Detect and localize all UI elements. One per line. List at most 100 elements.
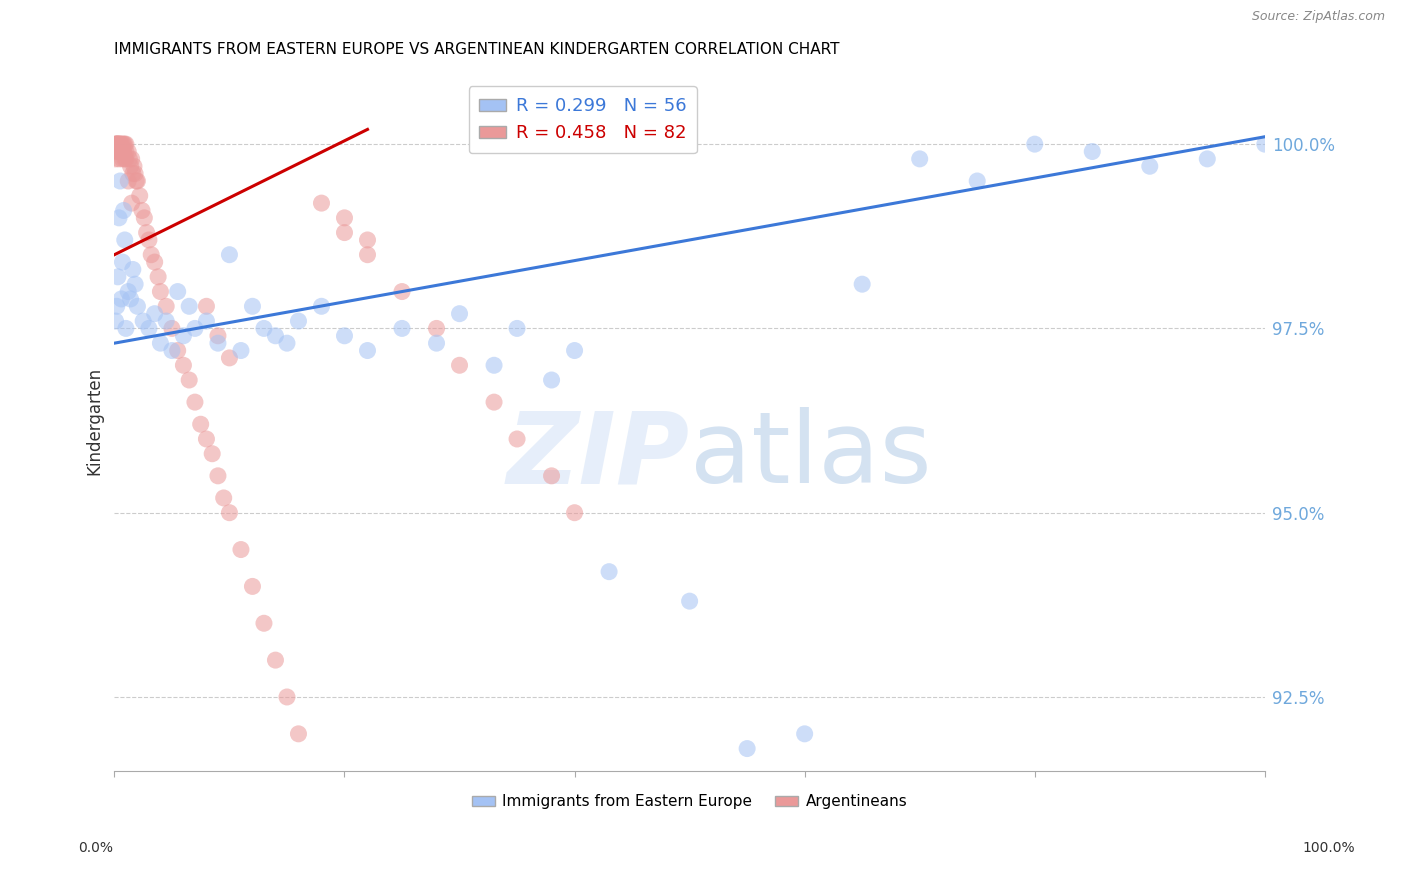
Point xyxy=(166,343,188,358)
Point xyxy=(107,269,129,284)
Y-axis label: Kindergarten: Kindergarten xyxy=(86,367,103,475)
Point xyxy=(115,145,138,159)
Point xyxy=(482,358,505,372)
Point xyxy=(564,343,586,358)
Point xyxy=(276,690,298,704)
Text: Source: ZipAtlas.com: Source: ZipAtlas.com xyxy=(1251,10,1385,22)
Point xyxy=(172,328,194,343)
Point xyxy=(253,616,276,631)
Text: atlas: atlas xyxy=(689,407,931,504)
Text: IMMIGRANTS FROM EASTERN EUROPE VS ARGENTINEAN KINDERGARTEN CORRELATION CHART: IMMIGRANTS FROM EASTERN EUROPE VS ARGENT… xyxy=(114,42,839,57)
Point xyxy=(108,152,131,166)
Point xyxy=(104,137,127,152)
Point xyxy=(121,262,143,277)
Point xyxy=(166,285,188,299)
Text: 100.0%: 100.0% xyxy=(1302,841,1355,855)
Text: ZIP: ZIP xyxy=(506,407,689,504)
Point xyxy=(966,174,988,188)
Point xyxy=(111,152,134,166)
Point xyxy=(128,188,150,202)
Point xyxy=(104,137,127,152)
Point xyxy=(135,226,157,240)
Point xyxy=(735,741,758,756)
Point xyxy=(311,196,333,211)
Point xyxy=(242,579,264,593)
Point xyxy=(333,226,356,240)
Point xyxy=(120,159,142,173)
Point xyxy=(184,395,207,409)
Point xyxy=(108,145,131,159)
Point xyxy=(391,321,413,335)
Point xyxy=(218,248,240,262)
Point xyxy=(190,417,212,432)
Point xyxy=(111,255,134,269)
Point xyxy=(131,203,153,218)
Point xyxy=(112,203,135,218)
Point xyxy=(212,491,235,505)
Point xyxy=(172,358,194,372)
Point xyxy=(132,314,155,328)
Point xyxy=(391,285,413,299)
Point xyxy=(155,299,177,313)
Point xyxy=(218,506,240,520)
Point xyxy=(114,233,136,247)
Point xyxy=(105,137,128,152)
Point xyxy=(121,152,143,166)
Point xyxy=(195,314,218,328)
Point xyxy=(506,432,529,446)
Point xyxy=(160,321,183,335)
Point xyxy=(506,321,529,335)
Point xyxy=(108,137,131,152)
Point xyxy=(124,167,146,181)
Point xyxy=(110,145,132,159)
Point xyxy=(179,299,201,313)
Point xyxy=(117,145,139,159)
Point xyxy=(207,336,229,351)
Point xyxy=(115,137,138,152)
Point xyxy=(138,321,160,335)
Point xyxy=(105,137,128,152)
Point xyxy=(160,343,183,358)
Point xyxy=(111,137,134,152)
Point xyxy=(125,174,148,188)
Point xyxy=(287,314,309,328)
Point xyxy=(108,211,131,225)
Point xyxy=(108,137,131,152)
Point xyxy=(264,328,287,343)
Point xyxy=(229,343,252,358)
Point xyxy=(118,152,141,166)
Point xyxy=(111,145,134,159)
Point xyxy=(356,233,378,247)
Point xyxy=(482,395,505,409)
Point xyxy=(146,269,169,284)
Point xyxy=(149,285,172,299)
Point xyxy=(218,351,240,365)
Point xyxy=(105,137,128,152)
Point xyxy=(143,307,166,321)
Point xyxy=(115,321,138,335)
Point xyxy=(117,285,139,299)
Point xyxy=(115,152,138,166)
Point xyxy=(108,137,131,152)
Point xyxy=(449,307,471,321)
Point xyxy=(1081,145,1104,159)
Point xyxy=(114,137,136,152)
Point xyxy=(155,314,177,328)
Point xyxy=(242,299,264,313)
Point xyxy=(184,321,207,335)
Point xyxy=(122,159,145,173)
Point xyxy=(124,277,146,292)
Point xyxy=(207,468,229,483)
Point xyxy=(253,321,276,335)
Point xyxy=(107,137,129,152)
Point xyxy=(195,432,218,446)
Point xyxy=(1254,137,1277,152)
Point xyxy=(276,336,298,351)
Point xyxy=(540,468,562,483)
Point xyxy=(138,233,160,247)
Point xyxy=(1024,137,1046,152)
Point xyxy=(141,248,163,262)
Point xyxy=(104,314,127,328)
Point xyxy=(121,167,143,181)
Point xyxy=(1139,159,1161,173)
